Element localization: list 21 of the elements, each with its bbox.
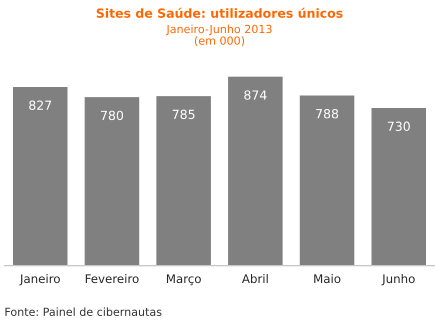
data-label: 874 bbox=[244, 90, 267, 100]
bar bbox=[154, 94, 212, 266]
bar bbox=[226, 76, 284, 266]
source-note: Fonte: Painel de cibernautas bbox=[5, 307, 162, 316]
data-label: 780 bbox=[101, 110, 124, 120]
x-tick-label: Maio bbox=[314, 274, 340, 284]
bar bbox=[370, 106, 428, 266]
chart-subtitle: Janeiro-Junho 2013 (em 000) bbox=[166, 24, 272, 46]
bar bbox=[298, 94, 356, 266]
x-tick-label: Fevereiro bbox=[86, 274, 139, 284]
x-tick-label: Junho bbox=[382, 274, 415, 286]
x-tick-label: Março bbox=[166, 274, 201, 286]
data-label: 730 bbox=[388, 122, 410, 132]
data-label: 785 bbox=[172, 110, 194, 120]
data-label: 788 bbox=[316, 108, 338, 118]
bar bbox=[83, 96, 141, 266]
x-tick-label: Abril bbox=[242, 274, 268, 284]
data-label: 827 bbox=[29, 100, 52, 110]
x-tick-label: Janeiro bbox=[19, 274, 60, 286]
chart-title: Sites de Saúde: utilizadores únicos bbox=[96, 8, 343, 18]
bar bbox=[12, 86, 69, 266]
